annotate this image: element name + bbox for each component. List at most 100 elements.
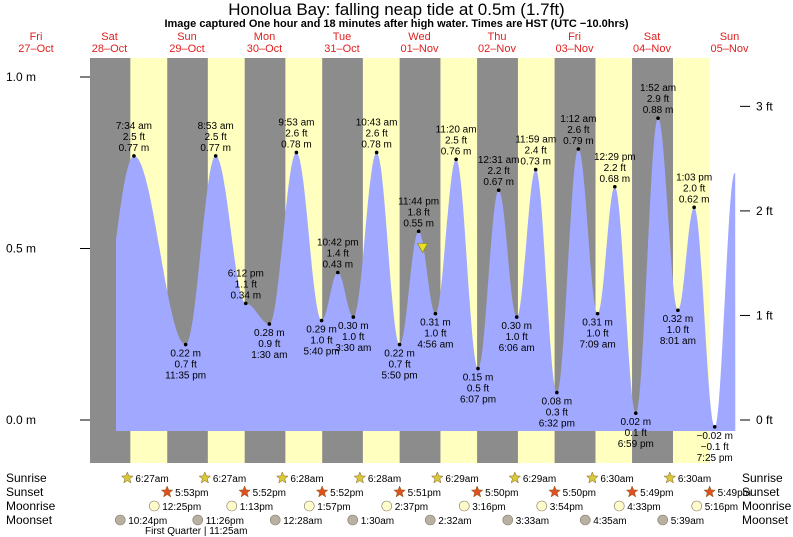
moonset-moon-icon <box>579 514 591 526</box>
day-name: Sat <box>101 31 118 43</box>
extreme-point <box>416 229 421 234</box>
moonrise-moon-icon <box>536 500 548 512</box>
sunset-time: 5:49pm <box>718 488 751 499</box>
sunset-star-icon <box>703 485 716 498</box>
moonset-time: 1:30am <box>361 516 394 527</box>
extreme-ft: 0.3 ft <box>546 408 568 419</box>
extreme-ft: 2.5 ft <box>205 132 227 143</box>
extreme-time: 1:03 pm <box>676 172 712 183</box>
extreme-time: 8:53 am <box>198 121 234 132</box>
extreme-m: 0.55 m <box>403 218 434 229</box>
day-name: Mon <box>254 31 275 43</box>
sunset-star-icon <box>625 485 639 498</box>
moonset-time: 11:26pm <box>206 516 244 527</box>
extreme-point <box>433 311 438 316</box>
extreme-time: 10:42 pm <box>317 238 359 249</box>
extreme-ft: 0.7 ft <box>175 360 197 371</box>
moonset-time: 2:32am <box>438 516 471 527</box>
moonset-time: 12:28am <box>283 516 322 527</box>
extreme-time: 11:44 pm <box>398 196 439 207</box>
extreme-m: 0.43 m <box>323 260 354 271</box>
extreme-time: 5:50 pm <box>382 371 418 382</box>
extreme-time: 1:52 am <box>640 83 676 94</box>
extreme-time: 6:12 pm <box>228 268 264 279</box>
extreme-point <box>613 184 617 189</box>
extreme-m: 0.68 m <box>600 174 631 185</box>
extreme-time: 1:30 am <box>251 350 287 361</box>
sunrise-time: 6:27am <box>213 474 246 485</box>
moonset-moon-icon <box>424 514 436 526</box>
extreme-time: 1:12 am <box>560 114 596 125</box>
moonrise-moon-icon <box>303 500 315 512</box>
moonrise-time: 1:13pm <box>240 502 273 513</box>
sunset-time: 5:52pm <box>330 488 363 499</box>
extreme-m: 0.78 m <box>361 139 392 150</box>
extreme-m: 0.31 m <box>420 318 451 329</box>
extreme-time: 12:31 am <box>478 155 520 166</box>
extreme-ft: 2.9 ft <box>647 94 669 105</box>
extreme-ft: 0.7 ft <box>388 360 410 371</box>
extreme-time: 6:59 pm <box>618 439 654 450</box>
extreme-point <box>595 311 600 316</box>
extreme-point <box>351 315 356 319</box>
extreme-m: 0.32 m <box>663 314 694 325</box>
extreme-time: 7:09 am <box>580 340 616 351</box>
day-date: 27–Oct <box>18 43 53 55</box>
day-name: Tue <box>333 31 352 43</box>
extreme-point <box>692 205 696 210</box>
sunrise-star-icon <box>585 471 599 484</box>
sunrise-time: 6:28am <box>290 474 323 485</box>
extreme-point <box>576 147 581 151</box>
extreme-ft: 1.1 ft <box>235 279 257 290</box>
sunrise-time: 6:30am <box>678 474 711 485</box>
sunrise-star-icon <box>353 471 367 484</box>
moonrise-time: 1:57pm <box>317 502 350 513</box>
moonset-moon-icon <box>114 514 126 526</box>
sunrise-time: 6:27am <box>135 474 168 485</box>
water-level-area <box>116 118 736 432</box>
day-name: Wed <box>408 31 430 43</box>
right-axis-tick-label: 0 ft <box>756 413 773 427</box>
sunset-star-icon <box>238 485 251 498</box>
right-axis-tick-label: 1 ft <box>756 308 773 322</box>
day-name: Thu <box>488 31 507 43</box>
extreme-point <box>533 167 538 172</box>
extreme-m: 0.28 m <box>254 328 285 339</box>
extreme-point <box>132 154 136 158</box>
sunset-time: 5:52pm <box>253 488 286 499</box>
moonset-time: 10:24pm <box>128 516 167 527</box>
extreme-ft: 1.0 ft <box>667 325 689 336</box>
moonset-moon-icon <box>347 514 359 526</box>
chart-subtitle: Image captured One hour and 18 minutes a… <box>164 18 629 30</box>
day-date: 31–Oct <box>324 43 359 55</box>
extreme-point <box>374 150 379 155</box>
sunrise-star-icon <box>198 471 212 484</box>
extreme-m: 0.22 m <box>384 349 415 360</box>
extreme-ft: 0.1 ft <box>625 428 647 439</box>
extreme-time: 10:43 am <box>356 117 398 128</box>
extreme-time: 5:40 pm <box>303 347 339 358</box>
sunset-star-icon <box>470 485 484 498</box>
sunset-time: 5:49pm <box>640 488 673 499</box>
moonset-moon-icon <box>269 514 281 526</box>
left-axis-tick-label: 1.0 m <box>6 70 36 84</box>
extreme-time: 7:25 pm <box>697 453 733 464</box>
sunset-time: 5:51pm <box>408 488 441 499</box>
extreme-ft: 2.2 ft <box>604 163 626 174</box>
extreme-m: 0.30 m <box>501 321 532 332</box>
extreme-m: 0.88 m <box>643 105 674 116</box>
moonrise-moon-icon <box>458 500 470 512</box>
extreme-time: 6:32 pm <box>539 419 575 430</box>
sunset-row-label-right: Sunset <box>742 485 780 499</box>
extreme-ft: 0.9 ft <box>258 339 280 350</box>
left-axis-tick-label: 0.0 m <box>6 413 36 427</box>
extreme-ft: 0.5 ft <box>467 384 489 395</box>
extreme-ft: 2.5 ft <box>123 132 145 143</box>
extreme-m: 0.62 m <box>679 194 710 205</box>
moonrise-time: 12:25pm <box>162 502 201 513</box>
moonrise-time: 3:54pm <box>550 502 583 513</box>
moonset-moon-icon <box>502 514 514 526</box>
extreme-point <box>476 366 480 371</box>
chart-title: Honolua Bay: falling neap tide at 0.5m (… <box>228 0 565 19</box>
